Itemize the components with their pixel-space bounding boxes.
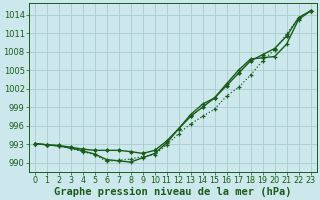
X-axis label: Graphe pression niveau de la mer (hPa): Graphe pression niveau de la mer (hPa): [54, 186, 292, 197]
